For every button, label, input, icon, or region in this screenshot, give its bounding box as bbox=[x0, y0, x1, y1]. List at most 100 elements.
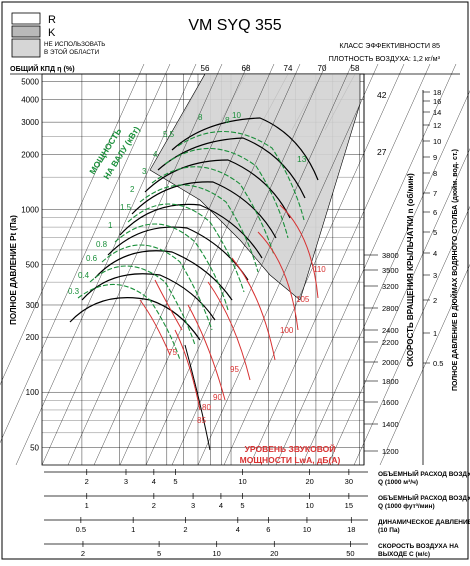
bottom-scale-label: СКОРОСТЬ ВОЗДУХА НА bbox=[378, 543, 459, 550]
air-density: ПЛОТНОСТЬ ВОЗДУХА: 1,2 кг/м³ bbox=[329, 54, 441, 63]
power-value-label: 3 bbox=[142, 167, 147, 176]
speed-axis-label: СКОРОСТЬ ВРАЩЕНИЯ КРЫЛЬЧАТКИ n (об/мин) bbox=[406, 173, 415, 367]
speed-tick-label: 1800 bbox=[382, 377, 399, 386]
bottom-tick-label: 3 bbox=[191, 501, 195, 510]
legend: R K НЕ ИСПОЛЬЗОВАТЬ В ЭТОЙ ОБЛАСТИ bbox=[11, 12, 107, 58]
left-axis-label: ПОЛНОЕ ДАВЛЕНИЕ Pt (Па) bbox=[9, 215, 18, 325]
blade-angle-label: 8 bbox=[225, 115, 230, 125]
sound-value-label: 100 bbox=[280, 326, 294, 335]
sound-value-label: 105 bbox=[296, 295, 310, 304]
power-curve bbox=[127, 203, 245, 293]
speed-tick-label: 2800 bbox=[382, 304, 399, 313]
efficiency-diagonal bbox=[275, 63, 457, 466]
speed-tick-label: 3200 bbox=[382, 282, 399, 291]
sound-curve bbox=[257, 231, 299, 331]
legend-label-not-use-line2: В ЭТОЙ ОБЛАСТИ bbox=[44, 47, 100, 56]
efficiency-label: ОБЩИЙ КПД η (%) bbox=[10, 64, 75, 73]
efficiency-diagonal bbox=[223, 63, 405, 466]
power-value-label: 0.4 bbox=[78, 271, 90, 280]
power-value-label: 0.8 bbox=[96, 240, 108, 249]
power-curve bbox=[101, 244, 213, 331]
left-tick-label: 3000 bbox=[21, 118, 39, 127]
fan-curve bbox=[94, 250, 233, 301]
water-tick-label: 1 bbox=[433, 329, 437, 338]
fan-curve bbox=[157, 137, 306, 199]
bottom-tick-label: 2 bbox=[85, 477, 89, 486]
legend-label-k: K bbox=[48, 27, 56, 39]
sound-value-label: 85 bbox=[197, 416, 206, 425]
speed-axis-ticks: 1200 1400 1600 1800 2000 2200 2400 2800 3200 3500… bbox=[364, 251, 399, 456]
speed-tick-label: 2200 bbox=[382, 338, 399, 347]
efficiency-lines bbox=[0, 63, 470, 466]
power-value-label: 1 bbox=[108, 221, 113, 230]
power-value-label: 2 bbox=[130, 185, 135, 194]
power-curve bbox=[114, 223, 229, 311]
power-curve bbox=[177, 130, 305, 221]
fan-curve bbox=[81, 273, 216, 321]
efficiency-diagonal bbox=[67, 63, 249, 466]
left-tick-label: 4000 bbox=[21, 95, 39, 104]
sound-value-label: 110 bbox=[313, 265, 326, 274]
left-tick-label: 1000 bbox=[21, 205, 39, 214]
power-value-label: 5.5 bbox=[163, 130, 175, 139]
bottom-scale-label: ОБЪЕМНЫЙ РАСХОД ВОЗДУХА bbox=[378, 493, 470, 502]
water-tick-label: 7 bbox=[433, 189, 437, 198]
bottom-tick-label: 2 bbox=[152, 501, 156, 510]
speed-tick-label: 2400 bbox=[382, 326, 399, 335]
fan-curve-limit bbox=[184, 344, 211, 451]
sound-curve bbox=[207, 281, 251, 381]
legend-swatch-not-use bbox=[11, 38, 41, 58]
bottom-tick-label: 5 bbox=[240, 501, 244, 510]
sound-curve bbox=[187, 304, 226, 401]
speed-tick-label: 1200 bbox=[382, 447, 399, 456]
bottom-tick-label: 10 bbox=[305, 501, 313, 510]
sound-value-label: 95 bbox=[230, 365, 239, 374]
left-tick-label: 200 bbox=[26, 333, 40, 342]
water-tick-label: 16 bbox=[433, 97, 441, 106]
bottom-tick-label: 15 bbox=[345, 501, 353, 510]
left-tick-label: 500 bbox=[26, 260, 40, 269]
bottom-tick-label: 4 bbox=[219, 501, 223, 510]
blade-angle-label: 42 bbox=[377, 90, 387, 100]
legend-label-not-use: НЕ ИСПОЛЬЗОВАТЬ В ЭТОЙ ОБЛАСТИ bbox=[44, 41, 107, 56]
power-value-label: 0.6 bbox=[86, 254, 98, 263]
sound-value-label: 80 bbox=[202, 403, 211, 412]
water-tick-label: 12 bbox=[433, 121, 441, 130]
bottom-tick-label: 18 bbox=[347, 525, 355, 534]
speed-tick-label: 3500 bbox=[382, 266, 399, 275]
speed-tick-label: 1600 bbox=[382, 398, 399, 407]
bottom-tick-label: 3 bbox=[124, 477, 128, 486]
power-value-label: 4 bbox=[153, 150, 158, 159]
sound-label-line1: УРОВЕНЬ ЗВУКОВОЙ bbox=[245, 443, 336, 454]
water-tick-label: 18 bbox=[433, 88, 441, 97]
power-curve bbox=[164, 147, 289, 239]
bottom-tick-label: 2 bbox=[183, 525, 187, 534]
curve-labels: 42 27 13 8 8 5.5 432 1.5 1 0.8 0.6 0.4 0.3 10 110 105 10… bbox=[68, 90, 387, 425]
left-tick-label: 100 bbox=[26, 388, 40, 397]
water-tick-label: 4 bbox=[433, 249, 437, 258]
bottom-tick-label: 4 bbox=[236, 525, 240, 534]
bottom-scale-label: Q (1000 фут³/мин) bbox=[378, 503, 435, 510]
water-tick-label: 5 bbox=[433, 228, 437, 237]
efficiency-diagonal bbox=[249, 63, 431, 466]
water-tick-label: 2 bbox=[433, 296, 437, 305]
efficiency-tick: 56 bbox=[201, 64, 210, 73]
efficiency-tick: 74 bbox=[284, 64, 293, 73]
efficiency-tick: 70 bbox=[318, 64, 327, 73]
power-curve bbox=[77, 283, 181, 361]
bottom-tick-label: 2 bbox=[81, 549, 85, 558]
power-curve bbox=[151, 166, 275, 256]
speed-tick-label: 2000 bbox=[382, 358, 399, 367]
efficiency-diagonal bbox=[353, 206, 470, 466]
bottom-scale-label: ДИНАМИЧЕСКОЕ ДАВЛЕНИЕ Pd bbox=[378, 519, 470, 526]
left-tick-label: 5000 bbox=[21, 78, 39, 87]
bottom-tick-label: 0.5 bbox=[76, 525, 86, 534]
efficiency-class: КЛАСС ЭФФЕКТИВНОСТИ 85 bbox=[339, 41, 440, 50]
power-value-label: 10 bbox=[232, 111, 241, 120]
bottom-tick-label: 30 bbox=[345, 477, 353, 486]
efficiency-tick: 68 bbox=[242, 64, 251, 73]
water-tick-label: 9 bbox=[433, 153, 437, 162]
fan-curves bbox=[69, 117, 319, 451]
